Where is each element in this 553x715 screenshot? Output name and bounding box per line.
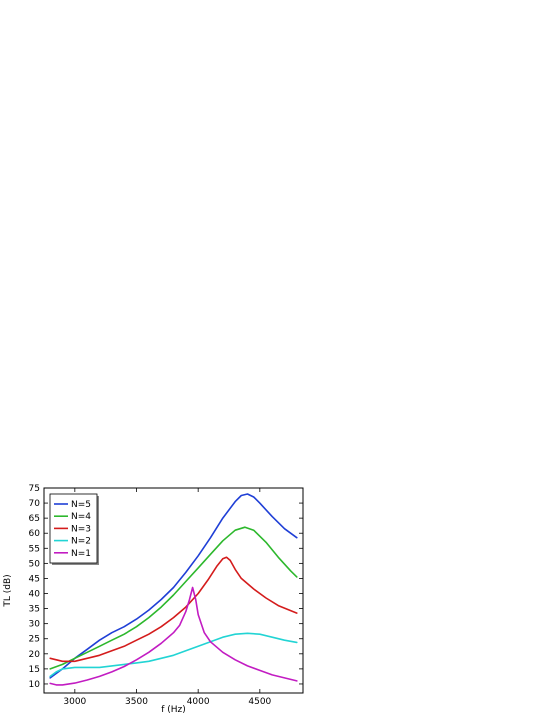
legend-label: N=3	[71, 524, 91, 534]
y-tick-label: 75	[29, 484, 40, 494]
y-tick-label: 45	[29, 574, 40, 584]
series-line-n1	[49, 586, 298, 686]
y-tick-label: 30	[29, 620, 41, 630]
legend-label: N=5	[71, 500, 91, 510]
y-tick-label: 40	[29, 590, 41, 600]
x-tick-label: 4500	[248, 697, 271, 707]
series-line-n4	[49, 526, 298, 670]
y-tick-label: 25	[29, 635, 40, 645]
plot-area: 3000 3500 4000 4500 10 15 20 25 30 35 40 45 50 55 60 65…	[3, 484, 304, 715]
y-tick-label: 65	[29, 514, 40, 524]
y-axis-title: TL (dB)	[3, 574, 13, 607]
legend: N=5 N=4 N=3 N=2 N=1	[49, 493, 99, 565]
legend-label: N=1	[71, 549, 91, 559]
plot-frame	[43, 487, 304, 694]
y-tick-label: 15	[29, 665, 40, 675]
y-tick-label: 70	[29, 499, 41, 509]
y-tick-label: 50	[29, 559, 41, 569]
x-tick-label: 4000	[187, 697, 210, 707]
x-tick-label: 3500	[125, 697, 148, 707]
x-tick-label: 3000	[63, 697, 86, 707]
legend-label: N=4	[71, 512, 91, 522]
y-tick-label: 55	[29, 544, 40, 554]
series-line-n5	[49, 493, 298, 679]
y-tick-label: 60	[29, 529, 41, 539]
y-tick-label: 35	[29, 605, 40, 615]
y-tick-label: 20	[29, 650, 41, 660]
legend-label: N=2	[71, 537, 91, 547]
series-line-n2	[49, 632, 298, 678]
series-line-n3	[49, 556, 298, 663]
x-axis-title: f (Hz)	[161, 705, 186, 715]
y-tick-label: 10	[29, 680, 41, 690]
